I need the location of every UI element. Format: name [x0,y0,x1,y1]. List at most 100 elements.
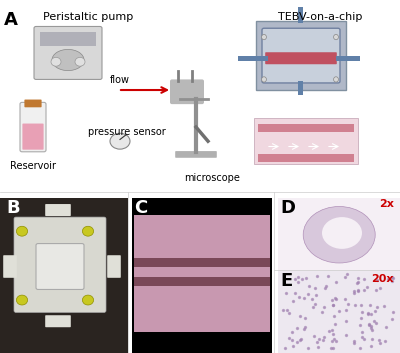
Ellipse shape [322,217,362,249]
Point [368,327,375,333]
Ellipse shape [16,226,28,236]
Point [296,294,302,300]
Ellipse shape [51,57,61,66]
Text: C: C [134,199,147,217]
Point [336,308,342,314]
Point [342,318,349,324]
Point [325,328,332,334]
Point [302,315,308,321]
FancyBboxPatch shape [134,258,270,267]
FancyBboxPatch shape [3,255,17,278]
Point [321,334,328,339]
FancyBboxPatch shape [134,277,270,286]
FancyBboxPatch shape [14,217,106,312]
FancyBboxPatch shape [24,100,42,107]
Point [359,334,366,340]
Point [294,325,300,331]
Point [331,313,338,319]
Point [368,323,374,329]
Point [355,288,362,294]
Point [284,307,290,313]
Point [332,339,339,344]
Point [328,327,335,333]
FancyBboxPatch shape [22,124,44,150]
Point [280,307,286,313]
Point [357,323,363,328]
Point [344,271,350,277]
FancyBboxPatch shape [265,52,337,64]
Point [297,337,304,343]
FancyBboxPatch shape [132,198,272,353]
Point [289,337,295,343]
Point [359,329,365,335]
Point [314,273,320,279]
Point [323,284,329,289]
Point [381,303,387,309]
Text: E: E [280,272,292,290]
Point [388,317,395,322]
Point [361,337,368,342]
Point [372,309,378,314]
Point [330,345,336,351]
Point [368,325,374,330]
Ellipse shape [334,77,338,82]
Point [357,345,363,351]
Point [368,336,375,341]
Point [342,297,348,302]
Point [358,315,365,321]
FancyBboxPatch shape [298,81,303,95]
Point [389,279,396,284]
Point [289,329,296,335]
Point [330,331,336,337]
Ellipse shape [303,207,375,263]
Point [372,320,379,326]
Point [312,285,318,291]
Point [329,297,335,303]
Point [282,290,289,295]
FancyBboxPatch shape [170,79,204,104]
Point [345,301,351,307]
Point [367,302,374,308]
Point [290,299,296,304]
Text: pressure sensor: pressure sensor [88,127,166,137]
Point [292,290,298,295]
Ellipse shape [82,226,94,236]
Point [342,274,348,280]
FancyBboxPatch shape [262,28,340,83]
Point [281,346,288,351]
Point [373,287,380,293]
Point [298,336,304,341]
FancyBboxPatch shape [258,124,354,132]
Point [368,343,374,349]
Point [384,276,391,282]
Ellipse shape [75,57,85,66]
Point [295,274,301,280]
Point [355,279,361,285]
Text: B: B [6,199,20,217]
Ellipse shape [110,133,130,149]
Point [325,273,332,279]
Point [322,286,329,291]
FancyBboxPatch shape [254,118,358,164]
Point [332,295,338,301]
Ellipse shape [82,295,94,305]
Point [320,337,326,342]
Point [321,305,328,310]
Point [350,339,357,344]
Point [376,286,383,291]
Point [313,292,320,298]
Point [354,288,361,293]
Point [311,333,317,339]
Text: flow: flow [110,75,130,85]
Point [368,311,374,316]
Point [351,340,357,346]
Point [286,335,292,341]
Point [330,302,336,308]
Text: microscope: microscope [184,173,240,183]
Point [374,305,380,310]
Point [301,327,307,332]
FancyBboxPatch shape [20,102,46,152]
Point [299,276,305,281]
FancyBboxPatch shape [258,154,354,162]
Point [314,340,320,345]
